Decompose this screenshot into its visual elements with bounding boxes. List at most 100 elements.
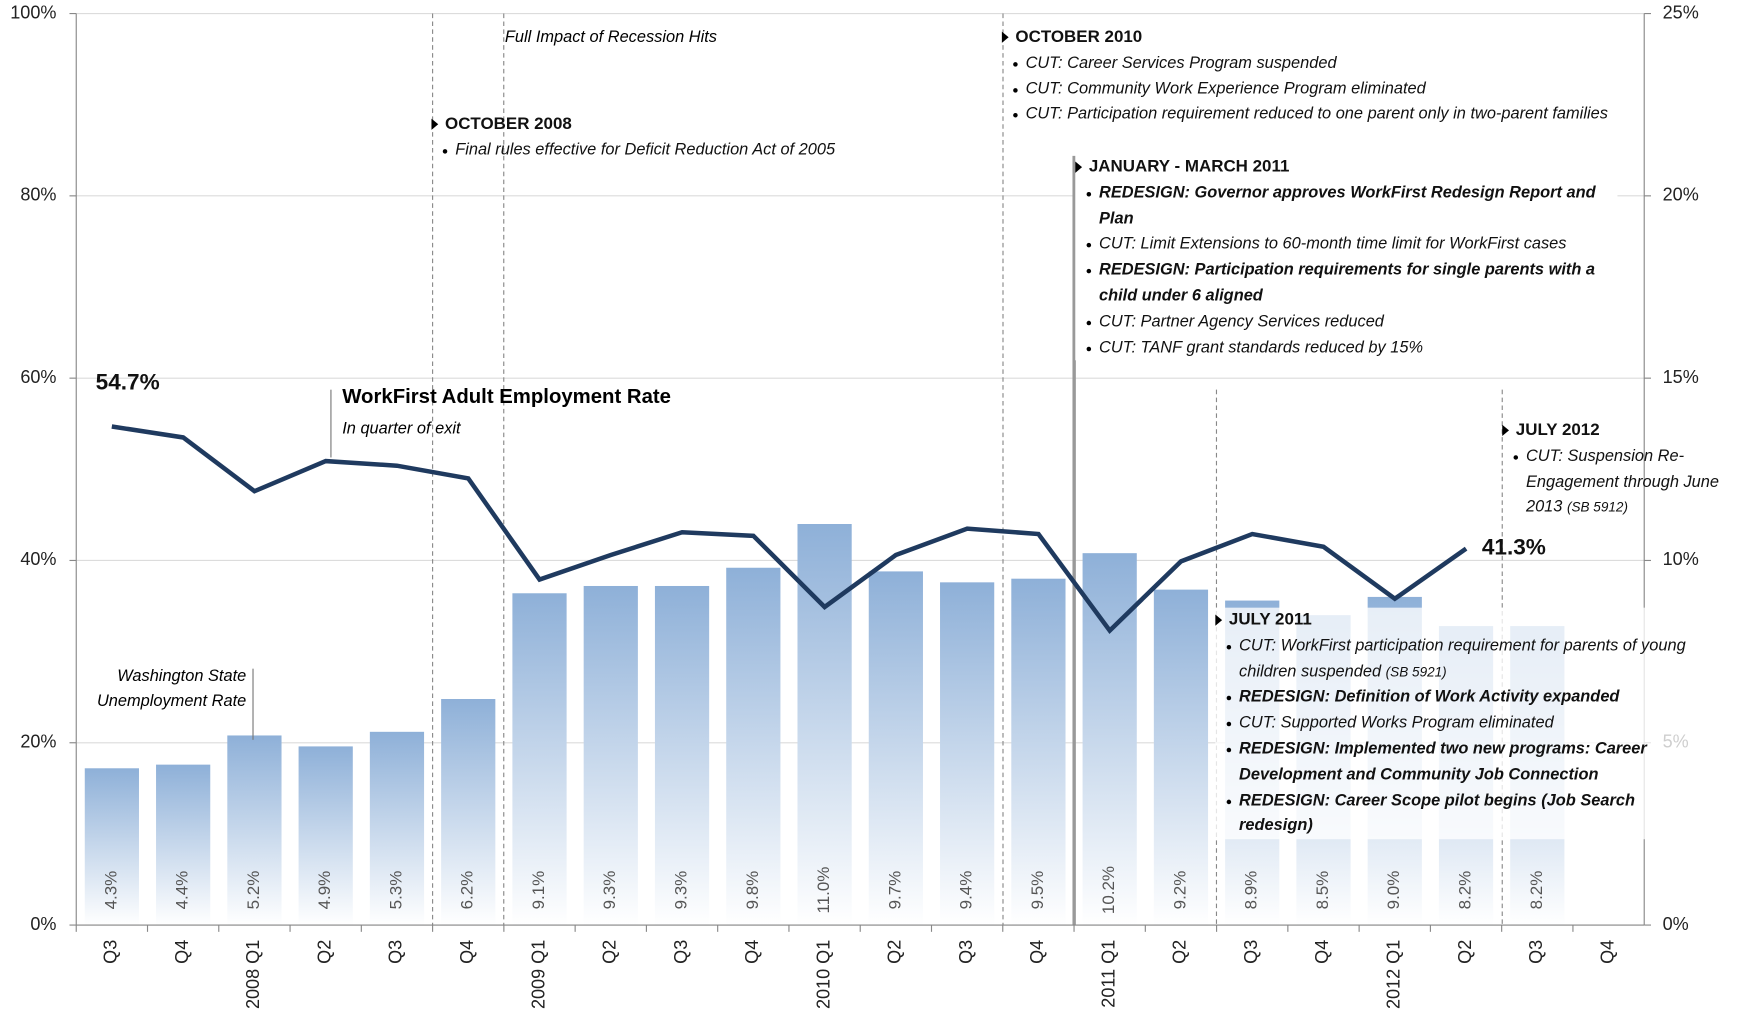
annotation-item: CUT: Participation requirement reduced t… — [1002, 102, 1612, 128]
annotation-text: CUT: Limit Extensions to 60-month time l… — [1099, 235, 1567, 254]
lines: 54.7% 41.3% — [96, 370, 1546, 635]
annotation-item: CUT: WorkFirst participation requirement… — [1215, 633, 1712, 684]
y-tick-label: 100% — [10, 2, 56, 22]
data-label: 8.9% — [1242, 871, 1261, 910]
data-label: 8.2% — [1527, 871, 1546, 910]
annotation-heading: JULY 2011 — [1215, 608, 1712, 634]
bar — [940, 582, 995, 926]
series-label: WorkFirst Adult Employment Rate — [342, 385, 671, 408]
annotation-item: CUT: Supported Works Program eliminated — [1215, 711, 1712, 737]
annotation-item: REDESIGN: Governor approves WorkFirst Re… — [1075, 180, 1617, 231]
data-label: 41.3% — [1482, 535, 1546, 560]
x-tick-label: Q2 — [885, 940, 905, 964]
data-label: 5.2% — [244, 871, 263, 910]
bar — [1153, 589, 1209, 926]
x-tick-label: Q4 — [172, 940, 192, 964]
annotation-heading: OCTOBER 2008 — [431, 112, 872, 138]
x-tick-label: Q4 — [1027, 940, 1047, 964]
y2-tick-label: 10% — [1663, 549, 1699, 569]
annotation-item: CUT: Community Work Experience Program e… — [1002, 76, 1612, 102]
x-tick-label: 2012 Q1 — [1384, 940, 1404, 1009]
data-label: 4.4% — [173, 871, 192, 910]
data-label: 9.0% — [1384, 871, 1403, 910]
annotation-item: CUT: Partner Agency Services reduced — [1075, 309, 1617, 335]
bar — [583, 585, 638, 926]
x-tick-label: Q4 — [457, 940, 477, 964]
data-label: 54.7% — [96, 370, 160, 395]
data-label: 9.2% — [1170, 871, 1189, 910]
x-tick-label: Q3 — [1526, 940, 1546, 964]
x-tick-label: 2010 Q1 — [813, 940, 833, 1009]
bar — [369, 731, 425, 926]
y-tick-label: 60% — [20, 367, 56, 387]
x-tick-label: Q3 — [101, 940, 121, 964]
annotation-heading: JULY 2012 — [1502, 418, 1756, 444]
annotation-text: CUT: Supported Works Program eliminated — [1239, 714, 1554, 733]
data-label: 9.4% — [957, 871, 976, 910]
data-label: 4.9% — [315, 871, 334, 910]
annotation: JANUARY - MARCH 2011 REDESIGN: Governor a… — [1075, 154, 1618, 361]
bar — [654, 585, 710, 926]
annotation-item: CUT: Suspension Re-Engagement through Ju… — [1502, 444, 1756, 521]
annotation-text: REDESIGN: Career Scope pilot begins (Job… — [1239, 791, 1635, 836]
annotation-item: Final rules effective for Deficit Reduct… — [431, 138, 872, 164]
bar — [84, 768, 139, 926]
y-tick-label: 0% — [30, 914, 56, 934]
y-tick-label: 80% — [20, 185, 56, 205]
bar — [726, 567, 781, 926]
data-label: 8.2% — [1456, 871, 1475, 910]
x-tick-label: Q2 — [600, 940, 620, 964]
annotation: JULY 2012 CUT: Suspension Re-Engagement t… — [1502, 418, 1756, 521]
annotation-item: REDESIGN: Implemented two new programs: … — [1215, 736, 1712, 787]
annotation-text: REDESIGN: Implemented two new programs: … — [1239, 739, 1647, 784]
x-tick-label: 2008 Q1 — [243, 940, 263, 1009]
data-label: 10.2% — [1099, 866, 1118, 914]
annotation-item: REDESIGN: Participation requirements for… — [1075, 258, 1617, 309]
bar — [868, 571, 923, 926]
data-label: 5.3% — [386, 871, 405, 910]
annotation-text: Final rules effective for Deficit Reduct… — [455, 140, 836, 160]
annotation-text: CUT: Suspension Re-Engagement through Ju… — [1525, 447, 1719, 517]
annotation-item: CUT: Career Services Program suspended — [1002, 51, 1612, 77]
x-tick-label: Q2 — [1455, 940, 1475, 964]
data-label: 9.3% — [672, 871, 691, 910]
line — [111, 424, 1468, 635]
bar — [1011, 578, 1066, 926]
annotation-heading: OCTOBER 2010 — [1001, 25, 1612, 51]
y2-tick-label: 15% — [1663, 367, 1699, 387]
x-tick-label: Q2 — [1170, 940, 1190, 964]
series-subtitle: In quarter of exit — [342, 420, 461, 439]
annotation-text: CUT: WorkFirst participation requirement… — [1239, 636, 1686, 681]
y-tick-label: 20% — [20, 732, 56, 752]
x-tick-label: Q3 — [386, 940, 406, 964]
bar — [441, 699, 496, 926]
annotation-ref: (SB 5912) — [1566, 499, 1628, 516]
data-label: 6.2% — [458, 871, 477, 910]
data-label: 9.1% — [529, 871, 548, 910]
x-tick-label: Q3 — [956, 940, 976, 964]
data-label: 9.7% — [885, 871, 904, 910]
x-tick-label: Q2 — [314, 940, 334, 964]
y2-tick-label: 25% — [1663, 2, 1699, 22]
annotation-item: CUT: TANF grant standards reduced by 15% — [1075, 335, 1617, 361]
annotation-text: CUT: Participation requirement reduced t… — [1025, 105, 1608, 124]
recession-note: Full Impact of Recession Hits — [504, 28, 717, 47]
y2-tick-label: 0% — [1663, 914, 1689, 934]
y2-tick-label: 20% — [1663, 185, 1699, 205]
annotation: JULY 2011 CUT: WorkFirst participation re… — [1215, 607, 1713, 840]
annotation-text: REDESIGN: Governor approves WorkFirst Re… — [1099, 183, 1596, 228]
annotation-text: CUT: Career Services Program suspended — [1025, 53, 1337, 73]
data-label: 9.5% — [1028, 871, 1047, 910]
series-label: Washington State Unemployment Rate — [96, 667, 247, 711]
bar — [512, 593, 567, 926]
annotation-item: REDESIGN: Career Scope pilot begins (Job… — [1215, 788, 1712, 839]
x-tick-label: 2009 Q1 — [528, 940, 548, 1009]
data-label: 4.3% — [101, 871, 120, 910]
annotation: OCTOBER 2010 CUT: Career Services Program… — [1001, 25, 1612, 128]
x-tick-label: Q3 — [1241, 940, 1261, 964]
bar — [156, 764, 211, 926]
annotation-heading: JANUARY - MARCH 2011 — [1075, 155, 1617, 181]
x-tick-label: Q4 — [1597, 940, 1617, 964]
data-label: 8.5% — [1313, 871, 1332, 910]
